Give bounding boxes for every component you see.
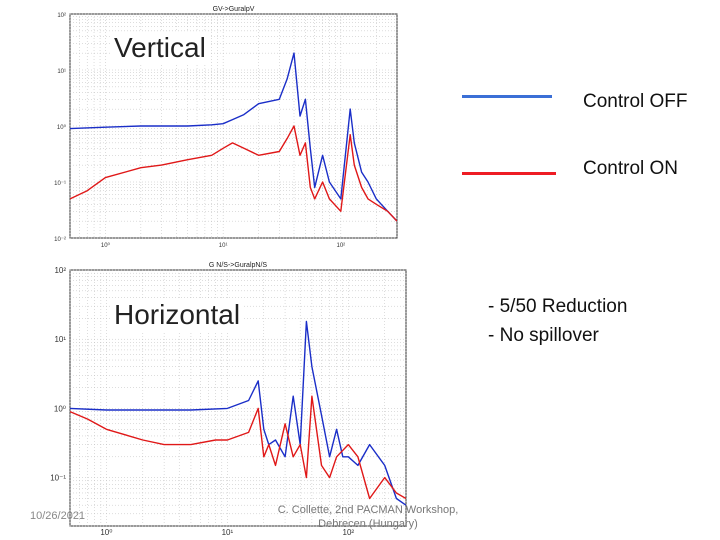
y-tick-label: 10¹ [57,69,66,75]
y-tick-label: 10⁻² [54,237,66,243]
note-reduction: - 5/50 Reduction [488,296,628,317]
x-tick-label: 10⁰ [101,242,111,249]
x-tick-label: 10¹ [222,528,234,537]
legend-on-label: Control ON [583,158,679,179]
x-tick-label: 10⁰ [100,528,112,537]
footer-date: 10/26/2021 [30,510,86,522]
x-tick-label: 10¹ [219,243,228,249]
note-spillover: - No spillover [488,325,599,346]
plot-0: GV->GuralpV 10² 10¹ 10⁰ 10⁻¹ 10⁻² 10⁰ 10¹ 10² [54,6,398,249]
y-tick-label: 10⁻¹ [50,474,66,483]
series-line-control-on [70,395,406,500]
y-tick-label: 10⁻¹ [54,181,66,187]
vertical-plot-label: Vertical [110,32,210,64]
y-tick-label: 10⁰ [57,124,67,131]
notes-block: - 5/50 Reduction - No spillover [488,292,627,350]
y-tick-label: 10¹ [54,335,66,344]
series-line-control-on [70,125,397,222]
y-tick-label: 10⁰ [54,404,66,413]
legend-on-line [462,172,556,175]
y-tick-label: 10² [54,266,66,275]
x-tick-label: 10² [343,528,355,537]
horizontal-plot-label: Horizontal [110,299,245,331]
x-tick-label: 10² [337,243,346,249]
plot-title: G N/S->GuralpN/S [209,262,267,269]
plot-title: GV->GuralpV [213,6,255,13]
legend-off-line [462,95,552,98]
series-line-control-off [70,52,397,222]
legend-off-label: Control OFF [583,91,688,112]
footer-credit: C. Collette, 2nd PACMAN Workshop, Debrec… [277,504,459,530]
y-tick-label: 10² [57,13,66,19]
